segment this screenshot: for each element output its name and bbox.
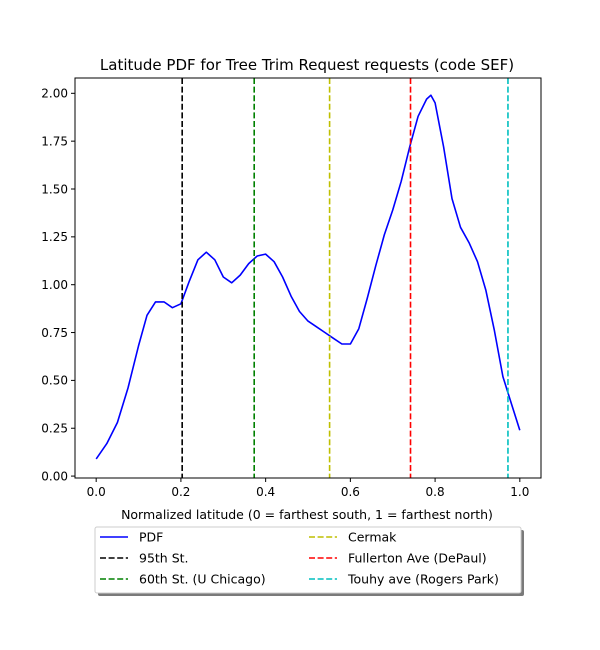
legend-label: Touhy ave (Rogers Park)	[347, 572, 499, 587]
x-tick-label: 0.8	[426, 485, 445, 499]
y-tick-label: 1.75	[41, 134, 68, 148]
chart-title: Latitude PDF for Tree Trim Request reque…	[100, 56, 514, 74]
y-tick-label: 0.25	[41, 422, 68, 436]
legend-label: PDF	[139, 530, 163, 545]
legend-label: Fullerton Ave (DePaul)	[348, 551, 487, 566]
x-tick-label: 0.6	[341, 485, 360, 499]
legend-label: 95th St.	[139, 551, 189, 566]
y-tick-label: 1.00	[41, 278, 68, 292]
y-tick-label: 0.50	[41, 374, 68, 388]
legend: PDF 95th St. 60th St. (U Chicago) Cermak Ful…	[94, 526, 524, 596]
y-tick-label: 1.50	[41, 182, 68, 196]
legend-label: Cermak	[348, 530, 397, 545]
x-tick-label: 0.4	[256, 485, 275, 499]
y-tick-label: 0.75	[41, 326, 68, 340]
x-tick-label: 0.2	[171, 485, 190, 499]
series-line-pdf	[95, 94, 521, 460]
x-axis-label: Normalized latitude (0 = farthest south,…	[121, 507, 493, 522]
x-tick-label: 0.0	[87, 485, 106, 499]
y-tick-label: 0.00	[41, 469, 68, 483]
plot-area: 0.0 0.2 0.4 0.6 0.8 1.0 0.00 0.25 0.50 0.75 1.00 1.…	[41, 77, 542, 499]
x-tick-label: 1.0	[510, 485, 529, 499]
y-tick-label: 1.25	[41, 230, 68, 244]
legend-box	[94, 526, 522, 594]
y-tick-label: 2.00	[41, 87, 68, 101]
axes-frame	[74, 77, 542, 479]
legend-label: 60th St. (U Chicago)	[139, 572, 266, 587]
